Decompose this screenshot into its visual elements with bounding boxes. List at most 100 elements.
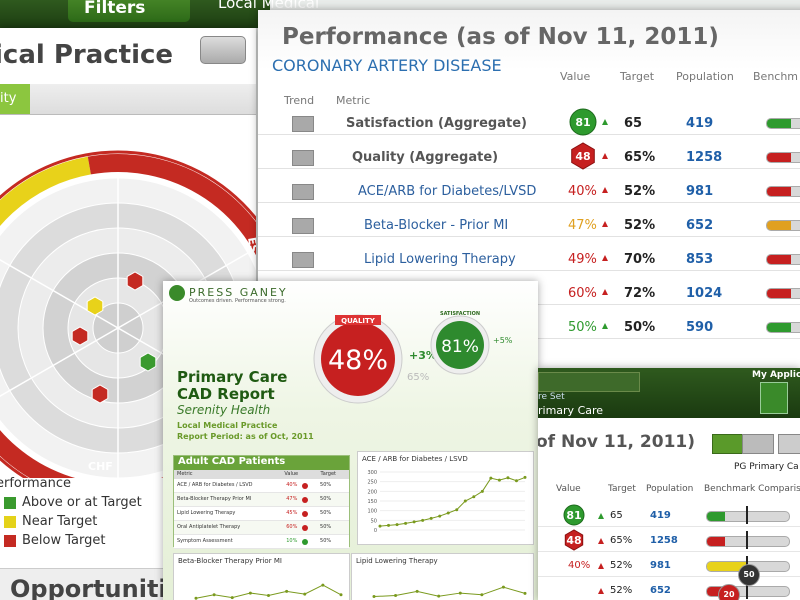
app-link[interactable]: My Applicat: [752, 370, 800, 380]
metric-label: Satisfaction (Aggregate): [346, 116, 527, 131]
performance-title: Performance (as of Nov 11, 2011): [282, 24, 719, 50]
target-value: 65%: [610, 535, 633, 546]
benchmark-fill: [707, 562, 747, 571]
table-value: 10%: [286, 538, 298, 544]
trend-arrow: [602, 323, 608, 329]
view-toggle[interactable]: [712, 434, 744, 454]
metric-label: ACE/ARB for Diabetes/LVSD: [358, 184, 537, 199]
legend-item: Near Target: [0, 514, 256, 529]
table-metric: Beta-Blocker Therapy Prior MI: [177, 496, 252, 502]
point: [463, 499, 467, 503]
trend-arrow: [598, 563, 604, 569]
y-tick-label: 50: [371, 518, 377, 524]
trend-arrow: [602, 119, 608, 125]
column-header: Value: [560, 70, 591, 83]
point: [395, 523, 399, 527]
target-value: 50%: [624, 320, 656, 335]
benchmark-bar: [766, 118, 800, 129]
point: [472, 495, 476, 499]
point: [387, 523, 391, 527]
point: [285, 589, 289, 593]
row-divider: [538, 526, 800, 527]
metric-value: 60%: [568, 286, 597, 301]
status-dot: [302, 482, 309, 489]
app-panel: re Set rimary Care My Applicat of Nov 11…: [538, 368, 800, 600]
column-header: Target: [620, 70, 655, 83]
table-row: Beta-Blocker Therapy Prior MI 47% 50%: [174, 493, 349, 507]
chart-card: ACE / ARB for Diabetes / LSVD 0 50 100 150 20…: [357, 451, 534, 545]
point: [480, 489, 484, 493]
population-value: 419: [686, 116, 714, 131]
panel-title: ical Practice: [0, 40, 174, 70]
line-chart: [372, 585, 527, 599]
table-metric: ACE / ARB for Diabetes / LSVD: [177, 482, 253, 488]
table-target: 50%: [320, 538, 332, 544]
row-divider: [258, 202, 800, 203]
chart-title: Lipid Lowering Therapy: [356, 557, 438, 565]
column-header: Trend: [284, 94, 315, 107]
metric-label: Lipid Lowering Therapy: [364, 252, 516, 267]
app-icon[interactable]: [760, 382, 788, 414]
active-tab[interactable]: ity: [0, 84, 30, 114]
trend-arrow: [602, 187, 608, 193]
row-divider: [258, 134, 800, 135]
search-box[interactable]: [538, 372, 640, 392]
point: [437, 594, 441, 598]
settings-button[interactable]: [778, 434, 800, 454]
target-value: 70%: [624, 252, 656, 267]
point: [372, 595, 376, 599]
badge-value: 81: [566, 509, 581, 522]
badge-value: 48: [575, 150, 590, 163]
y-tick-label: 200: [367, 489, 377, 495]
point: [514, 479, 518, 483]
column-header: Target: [608, 484, 636, 494]
benchmark-bar: [766, 288, 800, 299]
population-value: 419: [650, 510, 671, 521]
view-toggle[interactable]: [742, 434, 774, 454]
benchmark-fill: [767, 323, 791, 332]
spoke: [0, 259, 119, 329]
status-dot: [302, 524, 309, 531]
point: [394, 593, 398, 597]
point: [497, 478, 501, 482]
satisfaction-label: SATISFACTION: [440, 311, 480, 317]
badge-hexagon: [564, 529, 584, 551]
value-badge: 48: [571, 142, 595, 170]
table-column: Metric: [177, 471, 193, 477]
legend-swatch: [4, 534, 16, 547]
ring-label: ENTIVE: [0, 135, 41, 162]
point: [523, 475, 527, 479]
trend-icon: [292, 252, 314, 268]
legend-swatch: [4, 496, 16, 509]
target-value: 72%: [624, 286, 656, 301]
settings-button[interactable]: [200, 36, 246, 64]
benchmark-fill: [767, 119, 791, 128]
y-tick-label: 300: [367, 470, 377, 476]
badge-circle: [563, 504, 585, 526]
app-header: re Set rimary Care My Applicat: [538, 368, 800, 418]
table-value-cell: 47%: [283, 493, 317, 506]
status-marker: [86, 296, 104, 316]
app-title: of Nov 11, 2011): [538, 432, 696, 452]
table-row: Oral Antiplatelet Therapy 60% 50%: [174, 521, 349, 535]
point: [455, 508, 459, 512]
row-divider: [258, 168, 800, 169]
point: [339, 593, 343, 597]
benchmark-fill: [767, 221, 791, 230]
point: [429, 516, 433, 520]
logo-tagline: Outcomes driven. Performance strong.: [189, 298, 286, 304]
point: [458, 591, 462, 595]
benchmark-fill: [767, 289, 791, 298]
quality-value: 48%: [328, 345, 388, 376]
point: [194, 596, 198, 600]
legend-label: Near Target: [22, 514, 98, 529]
report-card: PRESS GANEY Outcomes driven. Performance…: [163, 281, 538, 600]
line-chart: 0 50 100 150 200 250 300: [367, 470, 527, 534]
logo-mark: [169, 285, 185, 301]
table-title: Adult CAD Patients: [174, 456, 349, 470]
benchmark-marker: 20: [718, 584, 740, 600]
filters-button[interactable]: Filters: [68, 0, 190, 22]
quality-label: QUALITY: [341, 317, 376, 325]
table-target: 50%: [320, 482, 332, 488]
